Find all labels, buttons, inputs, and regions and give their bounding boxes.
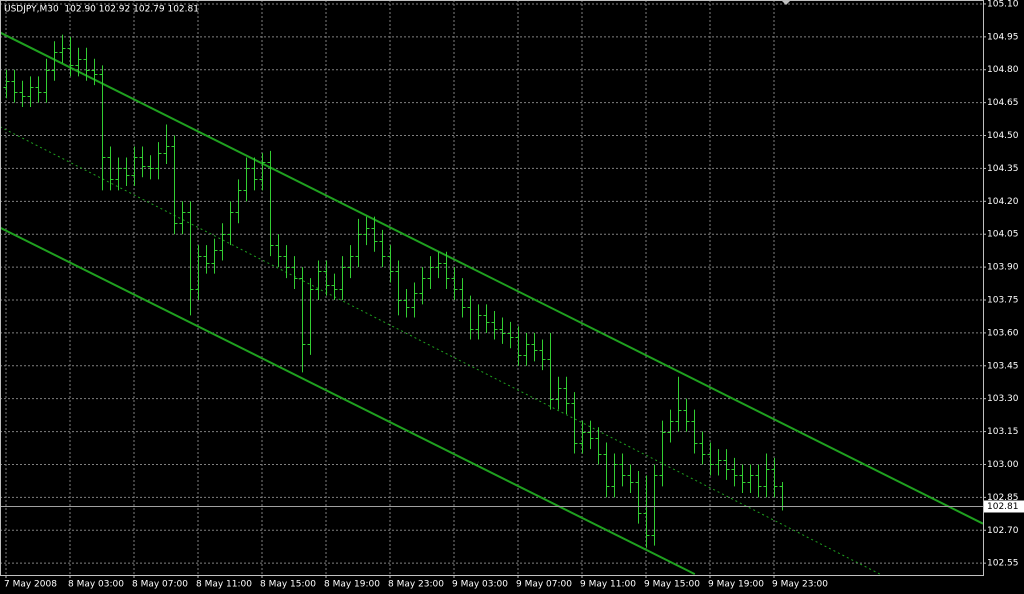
x-tick-label: 8 May 23:00 [388, 580, 444, 590]
shift-marker [781, 0, 791, 5]
x-tick-label: 9 May 03:00 [452, 580, 508, 590]
bid-label: 102.81 [987, 502, 1019, 512]
y-tick-label: 103.15 [987, 427, 1019, 437]
x-tick-label: 8 May 19:00 [324, 580, 380, 590]
y-tick-label: 102.55 [987, 559, 1019, 569]
plot [0, 31, 984, 576]
x-tick-label: 8 May 03:00 [68, 580, 124, 590]
x-tick-label: 9 May 23:00 [772, 580, 828, 590]
y-tick-label: 103.00 [987, 460, 1019, 470]
channel-line [0, 226, 696, 576]
y-tick-label: 104.35 [987, 164, 1019, 174]
y-tick-label: 105.10 [987, 0, 1019, 9]
y-tick-label: 103.60 [987, 328, 1019, 338]
x-tick-label: 9 May 19:00 [708, 580, 764, 590]
x-tick-label: 8 May 15:00 [260, 580, 316, 590]
y-tick-label: 104.05 [987, 230, 1019, 240]
y-tick-label: 102.85 [987, 493, 1019, 503]
x-tick-label: 9 May 07:00 [516, 580, 572, 590]
bid-label-box [984, 500, 1024, 513]
x-tick-label: 8 May 11:00 [196, 580, 252, 590]
axes: 105.10 104.95 104.80 104.65 104.50 104.35 104.… [4, 0, 1024, 590]
y-tick-label: 103.75 [987, 296, 1019, 306]
y-tick-label: 104.50 [987, 131, 1019, 141]
x-tick-label: 7 May 2008 [4, 580, 57, 590]
x-tick-label: 9 May 15:00 [644, 580, 700, 590]
channel-line [0, 31, 984, 525]
y-tick-label: 102.70 [987, 526, 1019, 536]
x-tick-label: 9 May 11:00 [580, 580, 636, 590]
y-tick-label: 103.90 [987, 263, 1019, 273]
y-tick-label: 103.30 [987, 394, 1019, 404]
y-tick-label: 104.65 [987, 98, 1019, 108]
plot-border [0, 0, 984, 576]
x-tick-label: 8 May 07:00 [132, 580, 188, 590]
chart-title: USDJPY,M30 102.90 102.92 102.79 102.81 [4, 5, 199, 15]
y-tick-label: 103.45 [987, 361, 1019, 371]
y-tick-label: 104.95 [987, 32, 1019, 42]
y-tick-label: 104.80 [987, 65, 1019, 75]
y-tick-label: 104.20 [987, 197, 1019, 207]
